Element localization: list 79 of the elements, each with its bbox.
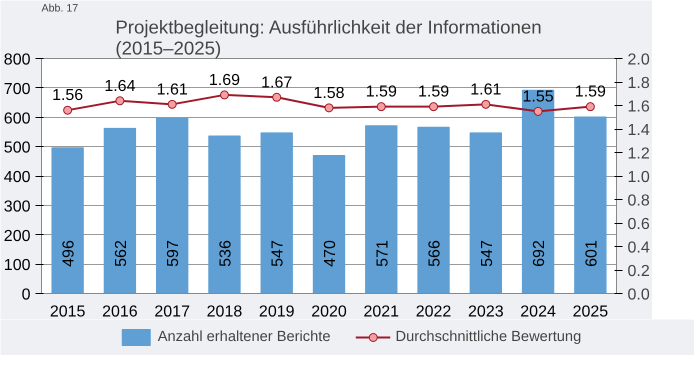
y2-tick-label: 1.0 [628,169,650,186]
x-tick-label: 2023 [468,304,504,320]
data-label: 571 [374,240,392,267]
data-label: 1.64 [104,78,136,95]
bar [104,128,136,294]
data-label: 1.61 [470,81,502,98]
bar [208,136,241,294]
x-tick-label: 2025 [572,304,608,320]
point [429,102,438,112]
bar [522,90,554,294]
data-label: 562 [112,240,130,267]
y2-tick-label: 0.6 [628,216,650,233]
y2-tick-label: 0.8 [628,192,650,210]
data-label: 547 [478,240,496,267]
y-tick-label: 300 [4,198,31,216]
data-label: 601 [583,240,600,267]
data-label: 1.59 [366,84,397,101]
y2-tick-label: 1.2 [628,146,650,162]
y-tick-label: 400 [4,169,31,186]
point [534,106,543,116]
data-label: 597 [165,240,182,267]
point [481,100,490,109]
point [63,106,72,115]
y-tick-label: 0 [22,286,31,304]
data-label: 1.59 [574,84,606,101]
bar [260,132,293,294]
point [324,103,334,112]
x-tick-label: 2019 [258,304,295,320]
point [586,102,595,112]
y2-tick-label: 0.2 [628,263,650,280]
bar [417,126,450,294]
bar [470,132,502,294]
data-label: 566 [426,240,444,267]
point [115,96,124,106]
bar [51,147,84,294]
data-label: 547 [270,240,287,267]
x-tick-label: 2021 [363,304,400,320]
y2-tick-label: 1.8 [628,75,650,92]
data-label: 496 [60,240,78,267]
data-label: 692 [531,240,548,267]
data-label: 1.67 [261,74,292,92]
legend-label: Anzahl erhaltener Berichte [158,329,330,345]
y-tick-label: 800 [4,52,31,68]
data-label: 1.58 [313,84,345,102]
point [220,90,229,100]
y2-tick-label: 1.6 [628,98,650,116]
x-tick-label: 2022 [416,304,452,320]
bar [156,118,188,294]
data-label: 536 [217,240,234,267]
y2-tick-label: 0.0 [628,286,650,304]
bar [365,125,398,294]
y-tick-label: 700 [4,80,31,98]
point [272,92,282,102]
y-tick-label: 600 [4,110,31,128]
data-label: 1.69 [208,72,240,89]
x-tick-label: 2020 [311,304,347,320]
y-tick-label: 200 [4,228,31,245]
bar [312,154,346,294]
data-label: 1.55 [522,88,554,106]
caption: Abb. 17 [42,2,78,14]
data-label: 1.59 [418,84,450,101]
data-label: 1.61 [156,81,188,98]
x-tick-label: 2015 [50,304,86,320]
chart-title: Projektbegleitung: Ausführlichkeit der Informationen (2015–2025) [115,16,542,58]
y-tick-label: 100 [4,257,31,274]
point [376,102,386,112]
x-tick-label: 2016 [102,304,138,320]
x-tick-label: 2018 [206,304,242,320]
y-tick-label: 500 [4,140,31,157]
y2-tick-label: 0.4 [628,240,650,256]
x-tick-label: 2017 [154,304,190,320]
x-tick-label: 2024 [520,304,556,320]
data-label: 1.56 [52,87,84,104]
data-label: 470 [322,240,339,267]
y2-tick-label: 1.4 [628,122,650,139]
y2-tick-label: 2.0 [628,52,650,68]
bar [574,116,607,294]
legend-label: Durchschnittliche Bewertung [395,329,582,345]
point [168,100,177,109]
